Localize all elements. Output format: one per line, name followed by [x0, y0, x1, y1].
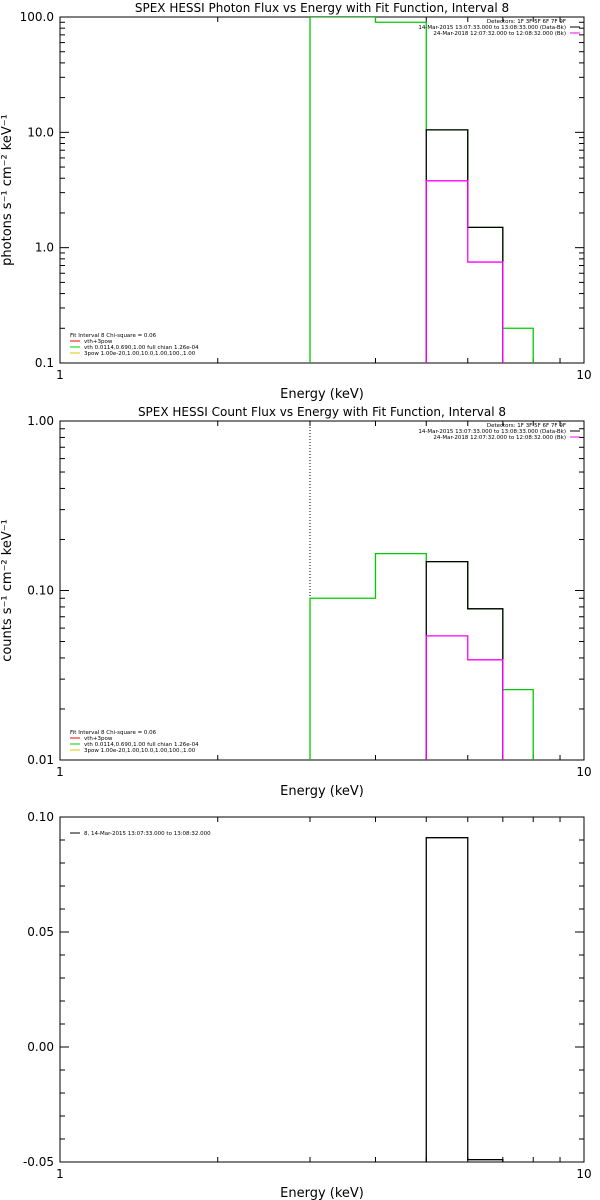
x-axis-label: Energy (keV): [280, 784, 364, 799]
plot-frame: [59, 420, 585, 761]
x-tick-label: 1: [56, 765, 64, 779]
info-line: 14-Mar-2015 13:07:33.000 to 13:08:33.000…: [418, 429, 566, 435]
chart-title: SPEX HESSI Photon Flux vs Energy with Fi…: [135, 1, 509, 15]
data-area: [425, 837, 504, 1162]
y-tick-label: 0.10: [27, 810, 54, 824]
legend-entry: vth+3pow: [84, 736, 113, 742]
legend-entry: vth 0.0114,0.690,1.00 full chian 1.26e-0…: [84, 345, 199, 351]
x-tick-label: 1: [56, 368, 64, 382]
x-axis-label: Energy (keV): [280, 387, 364, 402]
legend-header: Fit Interval 8 Chi-square = 0.06: [70, 333, 157, 339]
legend-header: Fit Interval 8 Chi-square = 0.06: [70, 730, 157, 736]
x-tick-label: 10: [576, 765, 591, 779]
y-tick-label: 0.01: [27, 753, 54, 767]
legend-entry: vth 0.0114,0.690,1.00 full chian 1.26e-0…: [84, 742, 199, 748]
info-line: 24-Mar-2018 12:07:32.000 to 12:08:32.000…: [433, 31, 566, 37]
legend-entry: vth+3pow: [84, 339, 113, 345]
info-line: Detectors: 1F 3F 5F 6F 7F 9F: [487, 19, 566, 25]
series-3-histogram: [425, 180, 504, 363]
info-line: 14-Mar-2015 13:07:33.000 to 13:08:33.000…: [418, 25, 566, 31]
y-tick-label: 10.0: [27, 125, 54, 139]
x-tick-label: 10: [576, 368, 591, 382]
y-tick-label: 0.10: [27, 584, 54, 598]
x-axis-label: Energy (keV): [280, 1186, 364, 1200]
legend-entry: 3pow 1.00e-20,1.00,10.0,1.00,100.,1.00: [84, 351, 196, 357]
x-tick-label: 10: [576, 1167, 591, 1181]
y-tick-label: 0.05: [27, 925, 54, 939]
y-tick-label: 1.00: [27, 414, 54, 428]
y-tick-label: -0.05: [23, 1155, 54, 1169]
plot-frame: [59, 816, 585, 1163]
series-1-histogram: [309, 17, 534, 363]
info-line: 24-Mar-2018 12:07:32.000 to 12:08:32.000…: [433, 435, 566, 441]
series-3-histogram: [425, 635, 504, 760]
plot-frame: [59, 16, 585, 364]
y-axis-label: photons s⁻¹ cm⁻² keV⁻¹: [0, 114, 15, 266]
chart-title: SPEX HESSI Count Flux vs Energy with Fit…: [138, 405, 506, 419]
y-tick-label: 100.0: [20, 10, 54, 24]
series-1-histogram: [425, 837, 504, 1162]
y-tick-label: 1.0: [35, 241, 54, 255]
series-2-histogram: [425, 129, 504, 363]
info-line: Detectors: 1F 3F 5F 6F 7F 9F: [487, 423, 566, 429]
x-tick-label: 1: [56, 1167, 64, 1181]
panel-1: SPEX HESSI Photon Flux vs Energy with Fi…: [0, 1, 592, 402]
y-tick-label: 0.1: [35, 356, 54, 370]
series-1-histogram: [309, 552, 534, 760]
legend-entry: 3pow 1.00e-20,1.00,10.0,1.00,100.,1.00: [84, 748, 196, 754]
data-area: [309, 421, 534, 760]
legend-entry: 8, 14-Mar-2015 13:07:33.000 to 13:08:32.…: [84, 831, 211, 837]
panel-3: 1 10 -0.05 0.00 0.05 0.10 Energy (keV) 8, 14-Ma…: [23, 810, 592, 1200]
y-tick-label: 0.00: [27, 1040, 54, 1054]
series-2-histogram: [425, 560, 504, 760]
panel-2: SPEX HESSI Count Flux vs Energy with Fit…: [0, 405, 592, 799]
y-axis-label: counts s⁻¹ cm⁻² keV⁻¹: [0, 519, 15, 662]
data-area: [309, 17, 534, 363]
